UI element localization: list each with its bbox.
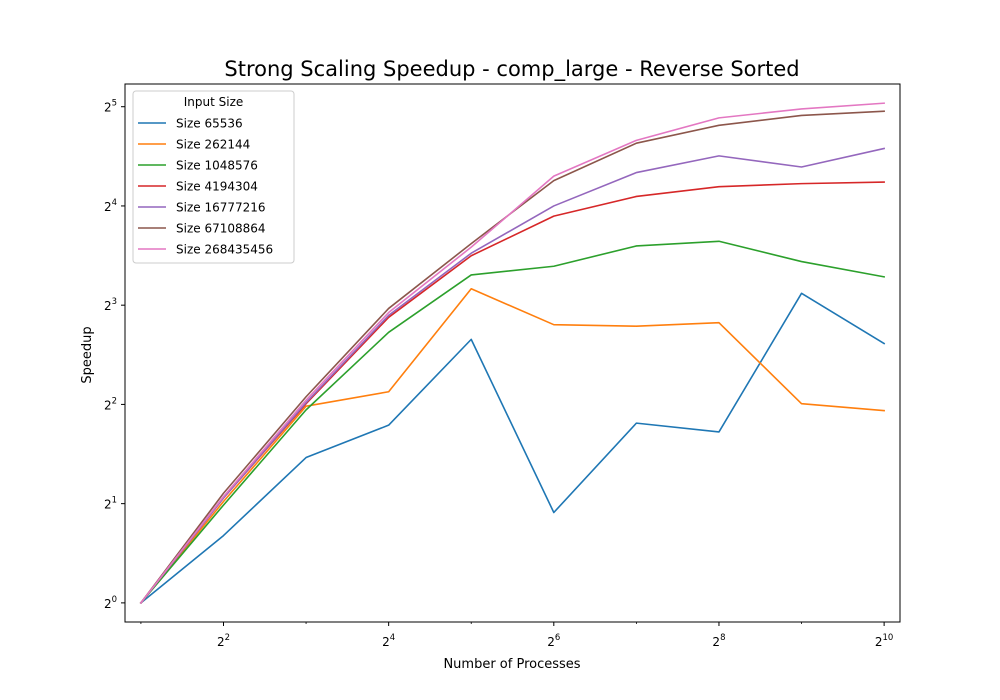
legend-box [132,90,295,264]
legend-label-5: Size 16777216 [176,201,266,215]
y-tick-label: 25 [104,99,117,115]
x-tick-label: 24 [382,633,395,649]
y-tick-label: 22 [104,396,117,412]
series-line-3 [139,240,886,605]
x-axis-label: Number of Processes [443,657,580,672]
plot-area [124,83,901,623]
legend-label-6: Size 67108864 [176,222,266,236]
x-tick-label: 28 [712,633,725,649]
legend-label-2: Size 262144 [176,138,250,152]
y-axis: 20 21 22 23 24 25 [104,99,125,611]
x-tick-label: 22 [217,633,230,649]
legend-label-1: Size 65536 [176,117,243,131]
legend-label-4: Size 4194304 [176,180,258,194]
x-tick-label: 210 [875,633,893,649]
series-line-5 [139,147,886,605]
y-tick-label: 21 [104,496,117,512]
chart-title: Strong Scaling Speedup - comp_large - Re… [224,57,799,82]
legend-label-3: Size 1048576 [176,159,258,173]
legend-label-7: Size 268435456 [176,243,273,257]
y-tick-label: 23 [104,297,117,313]
legend-title: Input Size [184,95,244,109]
plot-frame [124,83,901,623]
x-tick-label: 26 [547,633,560,649]
y-axis-label: Speedup [80,326,95,383]
series-line-7 [139,102,885,605]
series-line-2 [139,287,885,605]
legend: Input Size Size 65536 Size 262144 Size 1048… [132,90,295,264]
x-axis: 22 24 26 28 210 [140,622,893,649]
y-tick-label: 24 [104,198,117,214]
y-tick-label: 20 [104,595,117,611]
